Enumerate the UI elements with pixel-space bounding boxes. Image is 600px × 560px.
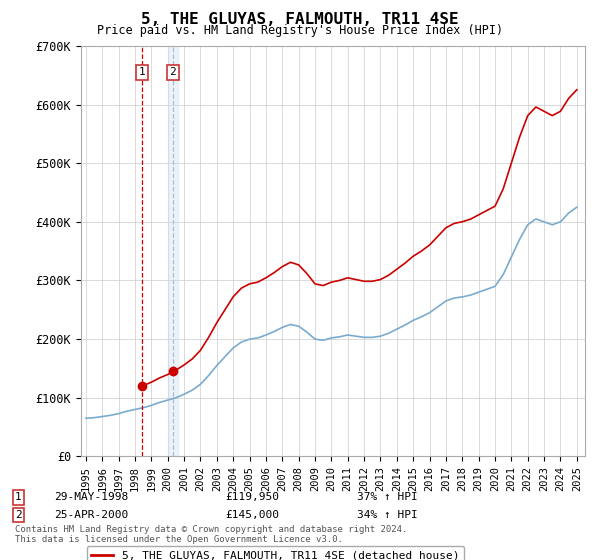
- Text: £145,000: £145,000: [225, 510, 279, 520]
- Text: 29-MAY-1998: 29-MAY-1998: [54, 492, 128, 502]
- Text: 1: 1: [139, 67, 145, 77]
- Text: Price paid vs. HM Land Registry's House Price Index (HPI): Price paid vs. HM Land Registry's House …: [97, 24, 503, 37]
- Text: 1: 1: [15, 492, 22, 502]
- Text: £119,950: £119,950: [225, 492, 279, 502]
- Text: 2: 2: [170, 67, 176, 77]
- Bar: [169, 46, 178, 456]
- Text: Contains HM Land Registry data © Crown copyright and database right 2024.
This d: Contains HM Land Registry data © Crown c…: [15, 525, 407, 544]
- Legend: 5, THE GLUYAS, FALMOUTH, TR11 4SE (detached house), HPI: Average price, detached: 5, THE GLUYAS, FALMOUTH, TR11 4SE (detac…: [86, 546, 464, 560]
- Text: 5, THE GLUYAS, FALMOUTH, TR11 4SE: 5, THE GLUYAS, FALMOUTH, TR11 4SE: [141, 12, 459, 27]
- Text: 25-APR-2000: 25-APR-2000: [54, 510, 128, 520]
- Text: 37% ↑ HPI: 37% ↑ HPI: [357, 492, 418, 502]
- Text: 34% ↑ HPI: 34% ↑ HPI: [357, 510, 418, 520]
- Text: 2: 2: [15, 510, 22, 520]
